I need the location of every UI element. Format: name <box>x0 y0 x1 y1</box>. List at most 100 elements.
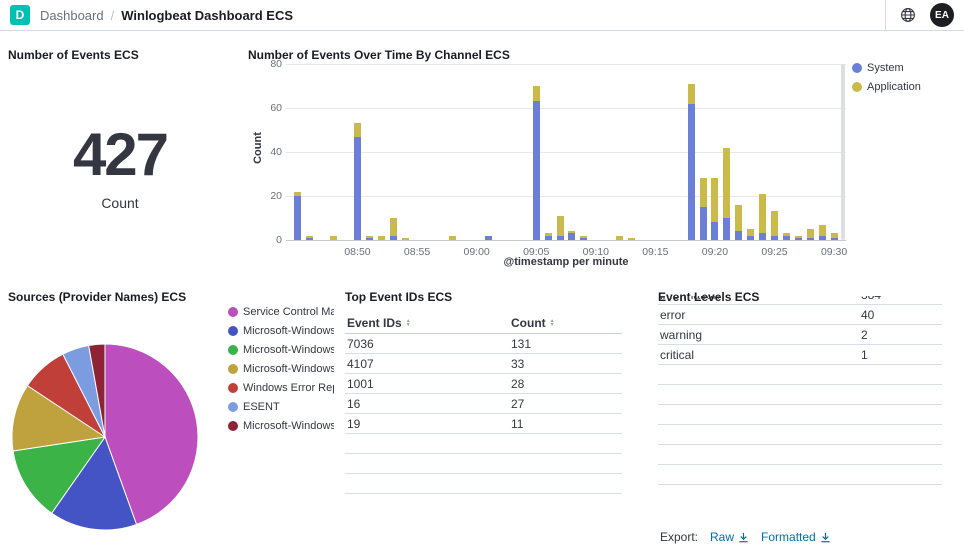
bar-application-09:21[interactable] <box>723 147 731 218</box>
bar-application-09:22[interactable] <box>735 204 743 232</box>
bar-application-09:28[interactable] <box>806 229 814 238</box>
bar-application-08:54[interactable] <box>401 237 409 240</box>
bar-application-09:26[interactable] <box>782 233 790 236</box>
bar-system-09:23[interactable] <box>747 235 755 240</box>
bar-system-09:30[interactable] <box>830 237 838 240</box>
pie-legend-item-3[interactable]: Microsoft-Windows-... <box>228 363 334 375</box>
pie-legend-item-2[interactable]: Microsoft-Windows-... <box>228 344 334 356</box>
chart-legend: System Application <box>852 62 921 93</box>
bar-system-09:07[interactable] <box>556 235 564 240</box>
panel-top-event-ids: Top Event IDs ECS Event IDs ▲ ▼ Count ▲ ▼ 7036… <box>337 282 630 560</box>
bar-application-09:27[interactable] <box>794 235 802 238</box>
x-tick-label: 09:20 <box>701 246 729 258</box>
table-row: error 40 <box>658 305 942 325</box>
table-row-empty <box>658 405 942 425</box>
pie-slice-0[interactable] <box>104 343 199 526</box>
table-row-empty <box>345 474 622 494</box>
bar-application-08:48[interactable] <box>330 235 338 240</box>
bar-application-09:13[interactable] <box>628 237 636 240</box>
pie-slice-3[interactable] <box>11 384 107 452</box>
x-tick-label: 09:00 <box>463 246 490 258</box>
bar-system-09:19[interactable] <box>699 207 707 240</box>
bar-system-09:25[interactable] <box>771 235 778 240</box>
bar-system-09:18[interactable] <box>687 103 695 240</box>
table-row: critical 1 <box>658 345 942 365</box>
bar-system-09:29[interactable] <box>818 235 826 240</box>
bar-system-09:26[interactable] <box>782 235 790 240</box>
bar-system-09:22[interactable] <box>735 231 743 240</box>
pie-legend-item-4[interactable]: Windows Error Repo... <box>228 382 334 394</box>
bar-application-08:52[interactable] <box>377 235 385 240</box>
bar-application-09:05[interactable] <box>532 86 540 102</box>
legend-dot <box>228 383 238 393</box>
bar-system-08:50[interactable] <box>353 136 361 240</box>
export-raw-link[interactable]: Raw <box>710 530 749 544</box>
cell-key: 16 <box>347 397 361 411</box>
bar-application-09:23[interactable] <box>747 229 755 236</box>
bar-system-09:24[interactable] <box>759 233 767 240</box>
bar-system-09:09[interactable] <box>580 237 588 240</box>
bar-application-08:46[interactable] <box>306 235 314 238</box>
bar-application-08:51[interactable] <box>365 235 373 238</box>
bar-system-09:05[interactable] <box>532 101 540 240</box>
sort-icon: ▲ ▼ <box>405 318 411 328</box>
pie-slice-6[interactable] <box>88 343 106 438</box>
breadcrumb-separator: / <box>110 7 115 23</box>
event-ids-table: Event IDs ▲ ▼ Count ▲ ▼ 7036 131 4107 33 1001 28 16 2… <box>345 312 622 494</box>
bar-system-09:01[interactable] <box>485 235 493 240</box>
table-row-empty <box>345 454 622 474</box>
bar-application-08:50[interactable] <box>353 123 361 137</box>
bar-application-09:25[interactable] <box>771 211 778 236</box>
column-header-count[interactable]: Count ▲ ▼ <box>511 316 555 330</box>
panel-title-sources: Sources (Provider Names) ECS <box>8 290 187 304</box>
bar-application-09:24[interactable] <box>759 193 767 234</box>
bar-application-09:07[interactable] <box>556 215 564 236</box>
bar-system-09:20[interactable] <box>711 222 719 240</box>
y-tick-label: 40 <box>270 146 282 158</box>
bar-application-09:29[interactable] <box>818 224 826 236</box>
bar-system-08:46[interactable] <box>306 237 314 240</box>
x-tick-label: 09:15 <box>642 246 669 258</box>
pie-legend-item-5[interactable]: ESENT <box>228 401 334 413</box>
bar-application-08:58[interactable] <box>449 235 457 240</box>
bar-application-08:45[interactable] <box>294 191 302 196</box>
app-logo[interactable]: D <box>10 5 30 25</box>
legend-item-application[interactable]: Application <box>852 81 921 93</box>
breadcrumb-dashboard-link[interactable]: Dashboard <box>40 7 104 23</box>
bar-system-09:21[interactable] <box>723 218 731 240</box>
bar-application-09:19[interactable] <box>699 178 707 207</box>
bar-system-08:45[interactable] <box>294 196 302 240</box>
pie-legend-item-6[interactable]: Microsoft-Windows-... <box>228 420 334 432</box>
bar-application-09:06[interactable] <box>544 233 552 236</box>
user-avatar[interactable]: EA <box>930 3 954 27</box>
pie-slice-2[interactable] <box>12 436 107 514</box>
bar-application-08:53[interactable] <box>389 218 397 236</box>
cell-count: 131 <box>511 337 532 351</box>
legend-item-system[interactable]: System <box>852 62 921 74</box>
globe-icon[interactable] <box>900 7 916 23</box>
legend-dot <box>228 402 238 412</box>
breadcrumb-current-page: Winlogbeat Dashboard ECS <box>121 7 294 23</box>
bar-system-09:27[interactable] <box>794 237 802 240</box>
bar-application-09:30[interactable] <box>830 233 838 238</box>
pie-slice-1[interactable] <box>50 435 138 531</box>
bar-system-08:53[interactable] <box>389 235 397 240</box>
scrollbar[interactable] <box>841 64 845 240</box>
x-tick-label: 09:25 <box>761 246 788 258</box>
x-tick-label: 09:10 <box>582 246 609 258</box>
bar-application-09:09[interactable] <box>580 235 588 238</box>
bar-system-08:51[interactable] <box>365 237 373 240</box>
bar-application-09:20[interactable] <box>711 178 719 223</box>
bar-application-09:18[interactable] <box>687 83 695 104</box>
pie-legend-item-1[interactable]: Microsoft-Windows-... <box>228 325 334 337</box>
bar-system-09:28[interactable] <box>806 237 814 240</box>
bar-application-09:08[interactable] <box>568 231 576 234</box>
bar-system-09:08[interactable] <box>568 233 576 240</box>
table-row: information 384 <box>658 296 942 305</box>
bar-application-09:12[interactable] <box>616 235 624 240</box>
column-header-event-ids[interactable]: Event IDs ▲ ▼ <box>347 316 411 330</box>
bar-system-09:06[interactable] <box>544 235 552 240</box>
table-row: warning 2 <box>658 325 942 345</box>
pie-legend-item-0[interactable]: Service Control Man... <box>228 306 334 318</box>
export-formatted-link[interactable]: Formatted <box>761 530 831 544</box>
